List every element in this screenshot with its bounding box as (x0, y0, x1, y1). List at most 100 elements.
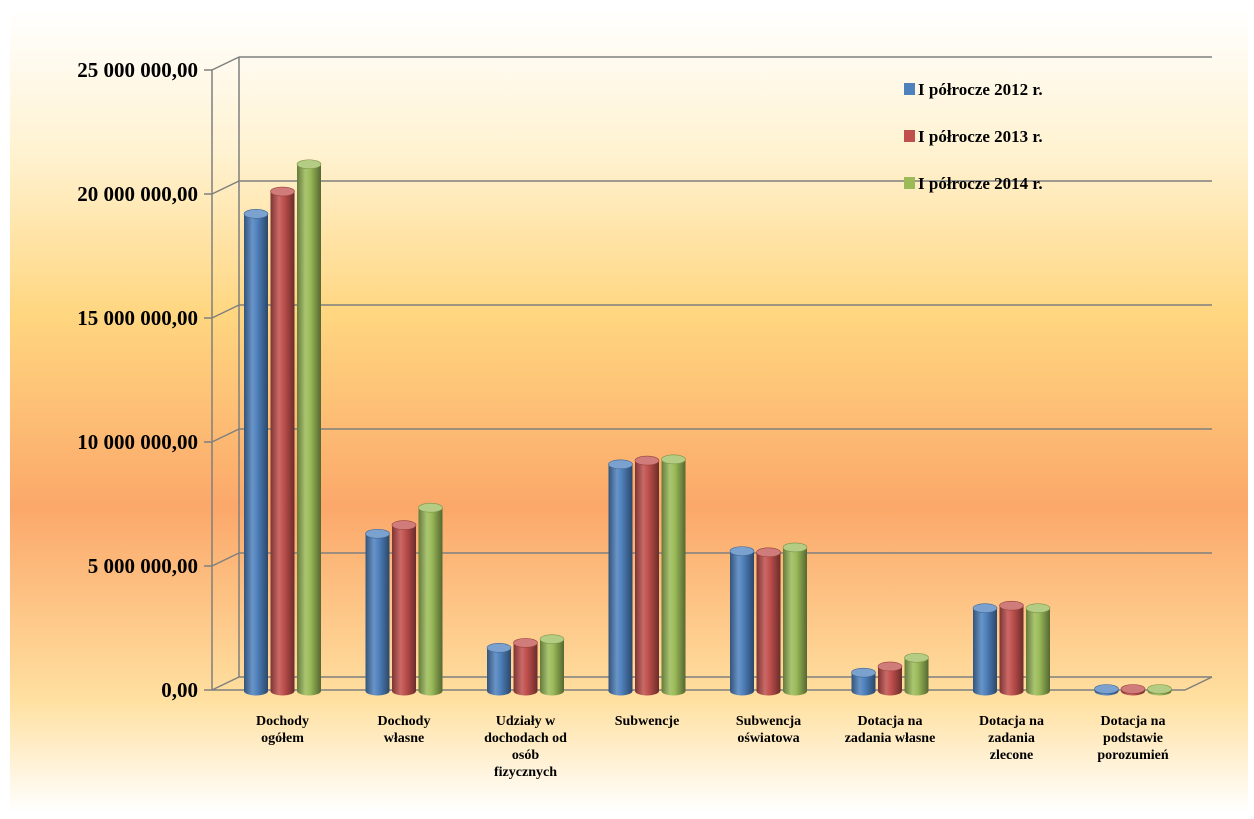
category-label-line: fizycznych (494, 765, 557, 780)
category-label-line: zadania własne (845, 731, 936, 746)
bar-top (608, 459, 633, 470)
bar (729, 546, 755, 696)
bar-chart: 0,00 5 000 000,00 10 000 000,00 15 000 000,… (10, 10, 1248, 812)
category-label: Dochody własne (378, 714, 431, 746)
gridline-depth (211, 552, 240, 567)
bar-top (539, 634, 565, 644)
bar-body (756, 552, 781, 696)
bar-body (999, 605, 1024, 696)
bar-top (877, 661, 903, 672)
bar-body (540, 639, 564, 696)
bar (972, 603, 998, 696)
bar (270, 186, 295, 696)
y-tick-label: 10 000 000,00 (77, 430, 198, 454)
bar (877, 661, 903, 696)
y-tick-label: 15 000 000,00 (77, 306, 198, 330)
bar (1094, 684, 1119, 696)
category-label-line: podstawie (1103, 731, 1163, 746)
bar-body (973, 608, 997, 696)
bar (999, 600, 1024, 696)
bar-top (1025, 603, 1051, 613)
bar (634, 455, 660, 696)
bar (851, 667, 876, 696)
legend-item: I półrocze 2012 r. (904, 80, 1043, 99)
legend-swatch (904, 130, 915, 142)
category-label-line: zlecone (990, 748, 1034, 763)
bar-top (999, 600, 1024, 611)
bar (1025, 603, 1051, 696)
bar-top (486, 643, 512, 653)
y-tick-label: 20 000 000,00 (77, 182, 198, 206)
bar-body (730, 551, 754, 696)
bars (243, 159, 1172, 696)
bar-body (783, 547, 807, 696)
bar (782, 542, 808, 696)
bar-top (634, 455, 660, 466)
bar (296, 159, 322, 696)
category-label-line: zadania (988, 731, 1035, 746)
bar (608, 459, 633, 696)
category-label-line: Dotacja na (858, 714, 923, 729)
bar (756, 547, 781, 696)
category-label: Subwencje (615, 714, 680, 729)
category-label-line: Dochody (378, 714, 431, 729)
bar (486, 643, 512, 696)
bar-top (270, 186, 295, 197)
category-label-line: Dotacja na (979, 714, 1044, 729)
bar-body (487, 647, 511, 696)
bar-top (365, 528, 390, 539)
bar (365, 528, 390, 696)
gridline-depth (211, 676, 240, 691)
category-label: Subwencja oświatowa (736, 714, 801, 746)
bar-top (782, 542, 808, 553)
chart-frame: 0,00 5 000 000,00 10 000 000,00 15 000 000,… (10, 10, 1248, 812)
category-label-line: Dotacja na (1101, 714, 1166, 729)
bar-top (851, 667, 876, 678)
bar-top (729, 546, 755, 556)
bar-body (418, 507, 443, 696)
category-label-line: oświatowa (737, 731, 799, 746)
bar-body (635, 460, 659, 696)
y-tick-label: 25 000 000,00 (77, 58, 198, 82)
gridline-depth (211, 428, 240, 443)
bar-top (756, 547, 781, 558)
category-label: Dotacja na zadania zlecone (979, 714, 1044, 763)
category-label-line: osób (512, 748, 539, 763)
bar-body (1026, 608, 1050, 696)
gridline-depth (211, 304, 240, 319)
y-tick-label: 0,00 (161, 678, 198, 702)
bar-top (904, 652, 929, 663)
category-label: Dotacja na podstawie porozumień (1097, 714, 1169, 763)
category-label-line: Udziały w (496, 714, 556, 729)
bar-body (608, 464, 633, 696)
legend-label: I półrocze 2013 r. (918, 127, 1043, 146)
bar-body (513, 642, 538, 696)
bar-body (904, 657, 929, 696)
gridline-depth (211, 56, 240, 71)
bar (513, 638, 538, 696)
bar (539, 634, 565, 696)
bar (391, 520, 417, 696)
gridline-depth (211, 180, 240, 195)
category-labels: Dochody ogółem Dochody własne Udziały w docho… (256, 714, 1169, 780)
bar-top (243, 209, 269, 219)
bar-top (1147, 684, 1172, 694)
legend-item: I półrocze 2013 r. (904, 127, 1043, 146)
bar-body (661, 459, 686, 696)
bar (1120, 684, 1146, 696)
floor-edge (1184, 676, 1213, 691)
legend-swatch (904, 83, 915, 95)
category-label: Dochody ogółem (256, 714, 309, 746)
legend-label: I półrocze 2012 r. (918, 80, 1043, 99)
y-tick-label: 5 000 000,00 (88, 554, 198, 578)
bar-top (661, 454, 686, 465)
bar-body (365, 533, 390, 696)
bar-top (972, 603, 998, 613)
bar (904, 652, 929, 696)
category-label-line: Dochody (256, 714, 309, 729)
bar-body (878, 666, 902, 696)
category-label: Dotacja na zadania własne (845, 714, 936, 746)
category-label-line: porozumień (1097, 748, 1169, 763)
category-label-line: własne (384, 731, 424, 746)
bar-body (270, 191, 295, 696)
